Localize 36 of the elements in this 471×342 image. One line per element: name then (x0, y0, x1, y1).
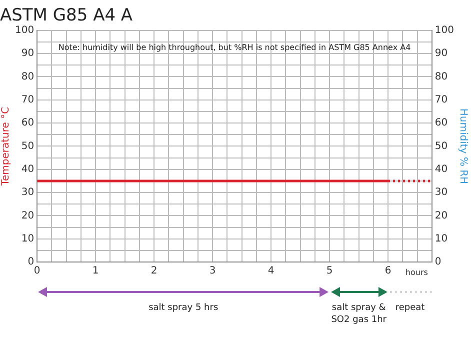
y-tick-label: 0 (28, 256, 34, 268)
y-tick-label: 70 (21, 94, 34, 106)
x-tick-label: 5 (326, 266, 333, 277)
x-axis-title: hours (405, 268, 428, 278)
y-tick-label: 30 (21, 187, 34, 198)
x-tick-label: 2 (150, 266, 158, 277)
y2-tick-label: 0 (434, 256, 442, 268)
y2-tick-label: 40 (434, 164, 448, 175)
text: salt spray 5 hrs (148, 303, 218, 313)
x-tick-label: 6 (384, 266, 392, 277)
y2-tick-label: 50 (434, 140, 448, 152)
y-tick-label: 20 (21, 210, 34, 222)
y2-tick-label: 30 (434, 187, 448, 198)
y-tick-label: 40 (21, 164, 34, 175)
y2-tick-label: 80 (434, 71, 448, 82)
text: repeat (395, 303, 425, 313)
y2-axis-title: Humidity % RH (457, 108, 468, 184)
y-tick-label: 90 (21, 48, 34, 60)
y2-tick-label: 10 (434, 233, 448, 244)
y2-tick-label: 60 (434, 118, 448, 129)
text: salt spray & SO2 gas 1hr (330, 302, 388, 326)
annotation: Note: humidity will be high throughout, but %RH is not specified in ASTM G85 Annex A4 (58, 42, 411, 52)
y2-tick-label: 70 (434, 94, 448, 106)
y-tick-label: 50 (21, 140, 34, 152)
y-tick-label: 100 (14, 24, 34, 36)
y2-tick-label: 20 (434, 210, 448, 222)
y-tick-label: 10 (21, 233, 34, 244)
y2-tick-label: 90 (434, 48, 448, 60)
x-tick-label: 4 (268, 266, 274, 277)
y-tick-label: 60 (21, 118, 34, 129)
y-tick-label: 80 (21, 71, 34, 82)
x-tick-label: 3 (209, 266, 216, 277)
chart-title: ASTM G85 A4 A (0, 6, 133, 26)
y-axis-title: Temperature °C (0, 106, 12, 186)
x-tick-label: 1 (92, 266, 99, 277)
y2-tick-label: 100 (434, 24, 454, 36)
